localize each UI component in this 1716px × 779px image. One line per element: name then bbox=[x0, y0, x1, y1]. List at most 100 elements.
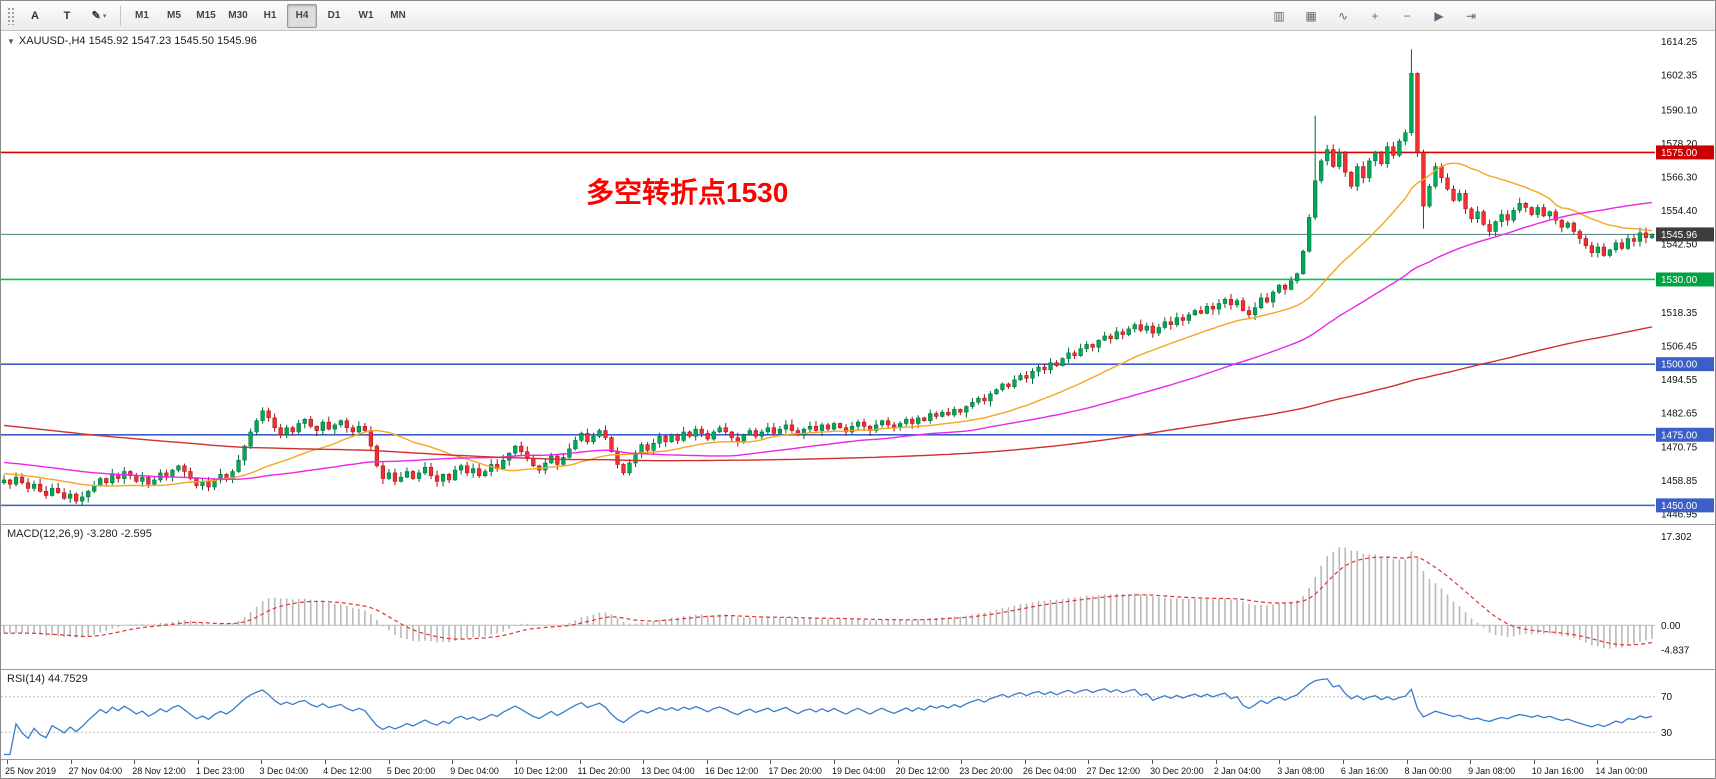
chart-annotation: 多空转折点1530 bbox=[586, 177, 789, 208]
time-tick bbox=[579, 760, 581, 764]
macd-chart-canvas[interactable]: 17.302 0.00 -4.837 bbox=[1, 525, 1715, 669]
time-label: 6 Jan 16:00 bbox=[1340, 766, 1388, 776]
y-axis-label: 1494.55 bbox=[1661, 375, 1698, 386]
time-tick bbox=[1342, 760, 1344, 764]
price-badge bbox=[1656, 272, 1714, 287]
time-label: 9 Dec 04:00 bbox=[450, 766, 499, 776]
price-badge bbox=[1656, 227, 1714, 242]
price-badge bbox=[1656, 145, 1714, 160]
time-label: 8 Jan 00:00 bbox=[1404, 766, 1452, 776]
time-label: 10 Dec 12:00 bbox=[513, 766, 568, 776]
auto-scroll-button[interactable]: ▶ bbox=[1434, 9, 1444, 23]
price-badge-label: 1545.96 bbox=[1661, 230, 1698, 241]
timeframe-button-mn[interactable]: MN bbox=[390, 10, 406, 21]
timeframe-button-m1[interactable]: M1 bbox=[135, 10, 149, 21]
time-label: 19 Dec 04:00 bbox=[832, 766, 886, 776]
time-tick bbox=[452, 760, 454, 764]
toolbar-grip[interactable] bbox=[7, 6, 15, 25]
y-axis-label: 1578.20 bbox=[1661, 139, 1698, 150]
price-chart-canvas[interactable]: 1614.25 1602.35 1590.10 1578.20 1566.30 1554.… bbox=[1, 31, 1715, 524]
y-axis-label: 1518.35 bbox=[1661, 308, 1698, 319]
time-label: 2 Jan 04:00 bbox=[1213, 766, 1261, 776]
chart-shift-button[interactable]: ⇥ bbox=[1465, 9, 1477, 23]
timeframe-button-m30[interactable]: M30 bbox=[228, 10, 248, 21]
time-label: 3 Dec 04:00 bbox=[259, 766, 308, 776]
time-tick bbox=[1597, 760, 1599, 764]
line-studies-toolbar: A T ✎ ▾ bbox=[19, 4, 115, 28]
insert-text-button[interactable]: T bbox=[63, 9, 71, 22]
macd-scale-label: 17.302 bbox=[1661, 532, 1692, 543]
time-label: 10 Jan 16:00 bbox=[1531, 766, 1584, 776]
time-label: 11 Dec 20:00 bbox=[577, 766, 631, 776]
panel-separator[interactable] bbox=[1, 669, 1715, 670]
chart-line-type-button[interactable]: ∿ bbox=[1337, 9, 1349, 23]
price-badge-label: 1530.00 bbox=[1661, 275, 1698, 286]
y-axis-label: 1590.10 bbox=[1661, 105, 1698, 116]
rsi-line bbox=[4, 678, 1653, 756]
macd-scale-label: -4.837 bbox=[1661, 646, 1690, 657]
time-tick bbox=[1470, 760, 1472, 764]
time-tick bbox=[197, 760, 199, 764]
chart-candle-type-button[interactable]: ▦ bbox=[1305, 9, 1317, 23]
time-tick bbox=[706, 760, 708, 764]
ma-fast-line[interactable] bbox=[3, 162, 1653, 487]
y-axis-label: 1554.40 bbox=[1661, 206, 1698, 217]
ma-slow-line[interactable] bbox=[3, 326, 1653, 462]
timeframes-toolbar: M1 M5 M15 M30 H1 H4 D1 W1 MN bbox=[126, 3, 414, 28]
time-tick bbox=[325, 760, 327, 764]
y-axis-label: 1482.65 bbox=[1661, 409, 1698, 420]
price-badge-label: 1500.00 bbox=[1661, 360, 1698, 371]
zoom-in-button[interactable]: + bbox=[1371, 9, 1379, 23]
price-badge bbox=[1656, 427, 1714, 442]
time-label: 27 Nov 04:00 bbox=[68, 766, 123, 776]
time-label: 27 Dec 12:00 bbox=[1086, 766, 1140, 776]
ma-medium-line[interactable] bbox=[3, 201, 1653, 480]
panel-separator[interactable] bbox=[1, 759, 1715, 760]
time-tick bbox=[834, 760, 835, 764]
charts-toolbar: ▥ ▦ ∿ + − ▶ ⇥ bbox=[1263, 4, 1487, 28]
timeframe-button-m15[interactable]: M15 bbox=[196, 10, 216, 21]
time-tick bbox=[770, 760, 772, 764]
time-label: 4 Dec 12:00 bbox=[323, 766, 372, 776]
symbol-dropdown-icon[interactable]: ▼ bbox=[7, 37, 15, 46]
time-label: 17 Dec 20:00 bbox=[768, 766, 822, 776]
timeframe-button-w1[interactable]: W1 bbox=[358, 10, 374, 21]
timeframe-button-m5[interactable]: M5 bbox=[167, 10, 181, 21]
timeframe-button-h1[interactable]: H1 bbox=[263, 10, 277, 21]
time-tick bbox=[1406, 760, 1408, 764]
time-tick bbox=[261, 760, 263, 764]
timeframe-button-h4[interactable]: H4 bbox=[287, 3, 317, 28]
time-tick bbox=[1088, 760, 1090, 764]
panel-separator[interactable] bbox=[1, 524, 1715, 525]
draw-tools-button[interactable]: ✎ ▾ bbox=[91, 10, 107, 22]
time-label: 9 Jan 08:00 bbox=[1468, 766, 1516, 776]
time-axis[interactable]: 25 Nov 2019 27 Nov 04:00 28 Nov 12:00 1 Dec… bbox=[1, 760, 1715, 778]
time-label: 1 Dec 23:00 bbox=[195, 766, 245, 776]
y-axis-label: 1506.45 bbox=[1661, 341, 1698, 352]
symbol-info: ▼ XAUUSD-,H4 1545.92 1547.23 1545.50 1545… bbox=[7, 35, 257, 47]
timeframe-button-d1[interactable]: D1 bbox=[327, 10, 341, 21]
y-axis-label: 1602.35 bbox=[1661, 71, 1698, 82]
price-badge-label: 1475.00 bbox=[1661, 430, 1698, 441]
price-badge bbox=[1656, 357, 1714, 372]
time-label: 5 Dec 20:00 bbox=[386, 766, 436, 776]
time-tick bbox=[515, 760, 517, 764]
time-label: 26 Dec 04:00 bbox=[1022, 766, 1077, 776]
rsi-chart-canvas[interactable]: 70 30 bbox=[1, 670, 1715, 759]
rsi-label: RSI(14) 44.7529 bbox=[7, 673, 88, 685]
time-tick bbox=[961, 760, 963, 764]
chart-bar-type-button[interactable]: ▥ bbox=[1273, 9, 1285, 23]
time-tick bbox=[388, 760, 390, 764]
time-label: 16 Dec 12:00 bbox=[704, 766, 759, 776]
insert-text-label-button[interactable]: A bbox=[31, 9, 39, 22]
rsi-level-label: 70 bbox=[1661, 692, 1673, 703]
time-tick bbox=[1024, 760, 1026, 764]
time-tick bbox=[70, 760, 72, 764]
time-tick bbox=[134, 760, 136, 764]
time-label: 28 Nov 12:00 bbox=[132, 766, 186, 776]
time-label: 13 Dec 04:00 bbox=[641, 766, 695, 776]
macd-scale-label: 0.00 bbox=[1661, 621, 1681, 632]
zoom-out-button[interactable]: − bbox=[1403, 9, 1411, 23]
y-axis-label: 1470.75 bbox=[1661, 442, 1698, 453]
